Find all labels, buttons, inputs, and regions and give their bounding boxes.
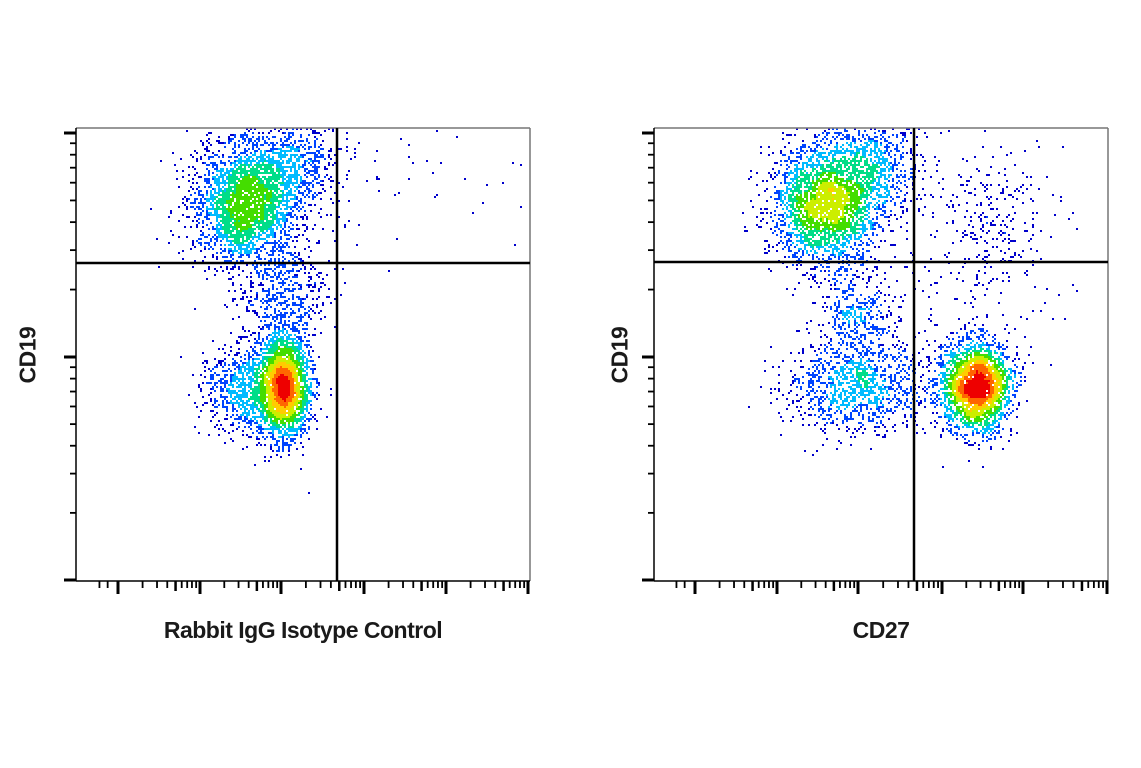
- x-axis-ticks: [675, 581, 1109, 594]
- event-dots: [742, 128, 1078, 468]
- y-axis-ticks: [642, 131, 654, 582]
- x-axis-label: Rabbit IgG Isotype Control: [163, 617, 443, 643]
- x-axis-ticks: [98, 581, 530, 594]
- y-axis-label: CD19: [606, 326, 633, 384]
- plot-panel-isotype: CD19 Rabbit IgG Isotype Control: [0, 0, 570, 768]
- event-dots: [150, 128, 522, 494]
- x-axis-label: CD27: [852, 617, 910, 643]
- density-plot-isotype: [64, 127, 531, 594]
- y-axis-ticks: [64, 131, 76, 582]
